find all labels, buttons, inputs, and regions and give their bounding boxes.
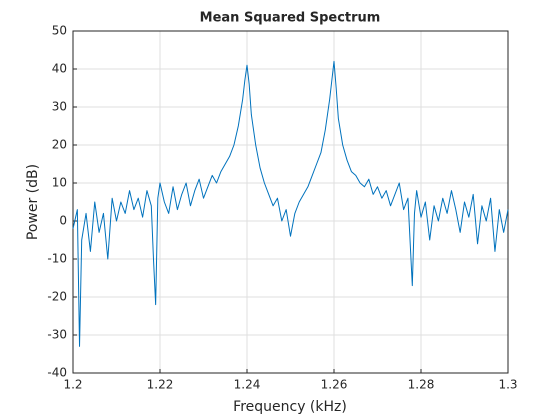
x-tick-label: 1.24 bbox=[234, 378, 261, 392]
x-tick-label: 1.2 bbox=[63, 378, 82, 392]
y-tick-label: -20 bbox=[47, 290, 67, 304]
x-tick-label: 1.26 bbox=[321, 378, 348, 392]
y-tick-label: -10 bbox=[47, 252, 67, 266]
y-axis-label: Power (dB) bbox=[25, 164, 41, 240]
y-tick-label: -30 bbox=[47, 328, 67, 342]
y-tick-label: 30 bbox=[52, 100, 67, 114]
y-tick-label: -40 bbox=[47, 366, 67, 380]
y-tick-label: 50 bbox=[52, 24, 67, 38]
x-tick-label: 1.3 bbox=[498, 378, 517, 392]
x-tick-label: 1.28 bbox=[408, 378, 435, 392]
chart-title: Mean Squared Spectrum bbox=[200, 11, 381, 26]
y-tick-label: 0 bbox=[59, 214, 67, 228]
plot-frame bbox=[72, 30, 509, 374]
x-axis-label: Frequency (kHz) bbox=[233, 399, 347, 415]
y-tick-label: 40 bbox=[52, 62, 67, 76]
x-tick-label: 1.22 bbox=[147, 378, 174, 392]
y-tick-label: 20 bbox=[52, 138, 67, 152]
spectrum-line bbox=[72, 60, 509, 347]
y-tick-label: 10 bbox=[52, 176, 67, 190]
